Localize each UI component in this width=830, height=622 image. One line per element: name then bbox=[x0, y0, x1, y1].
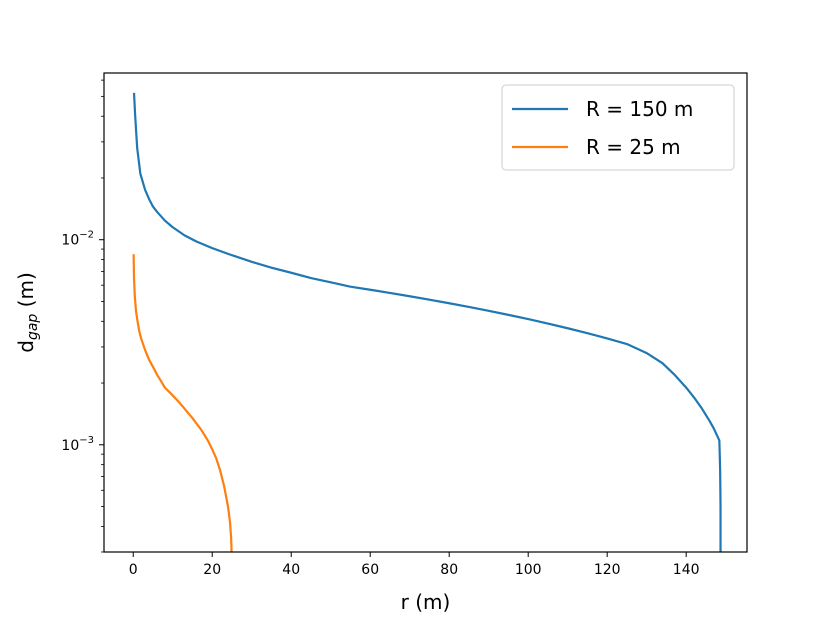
x-tick-label: 140 bbox=[673, 562, 700, 578]
x-tick-label: 100 bbox=[515, 562, 542, 578]
y-tick-label-exponent: −3 bbox=[79, 435, 94, 446]
legend-label-2: R = 25 m bbox=[586, 135, 681, 159]
x-axis: 0 20 40 60 80 100 120 140 bbox=[129, 552, 700, 578]
x-tick-label: 20 bbox=[203, 562, 221, 578]
series-layer bbox=[132, 92, 722, 552]
legend-label-1: R = 150 m bbox=[586, 97, 693, 121]
x-tick-label: 80 bbox=[440, 562, 458, 578]
y-tick-label-exponent: −2 bbox=[79, 230, 94, 241]
y-tick-label-base: 10 bbox=[61, 438, 79, 454]
x-tick-label: 60 bbox=[361, 562, 379, 578]
y-axis-label-main: d bbox=[14, 340, 38, 353]
y-axis-label-unit: (m) bbox=[14, 272, 38, 313]
plot-frame bbox=[103, 72, 748, 553]
y-tick-label: 10−2 bbox=[61, 230, 94, 249]
x-axis-label: r (m) bbox=[401, 590, 451, 614]
series-line-2 bbox=[132, 254, 233, 552]
y-axis-label: dgap (m) bbox=[14, 272, 41, 353]
y-tick-label: 10−3 bbox=[61, 435, 94, 454]
series-line-1 bbox=[132, 92, 722, 552]
y-axis: 10−310−2 bbox=[61, 79, 104, 553]
x-tick-label: 40 bbox=[282, 562, 300, 578]
x-tick-label: 120 bbox=[594, 562, 621, 578]
y-tick-label-base: 10 bbox=[61, 233, 79, 249]
x-tick-label: 0 bbox=[129, 562, 138, 578]
legend: R = 150 m R = 25 m bbox=[501, 84, 735, 171]
y-axis-label-subscript: gap bbox=[25, 314, 41, 340]
legend-frame bbox=[501, 84, 735, 171]
